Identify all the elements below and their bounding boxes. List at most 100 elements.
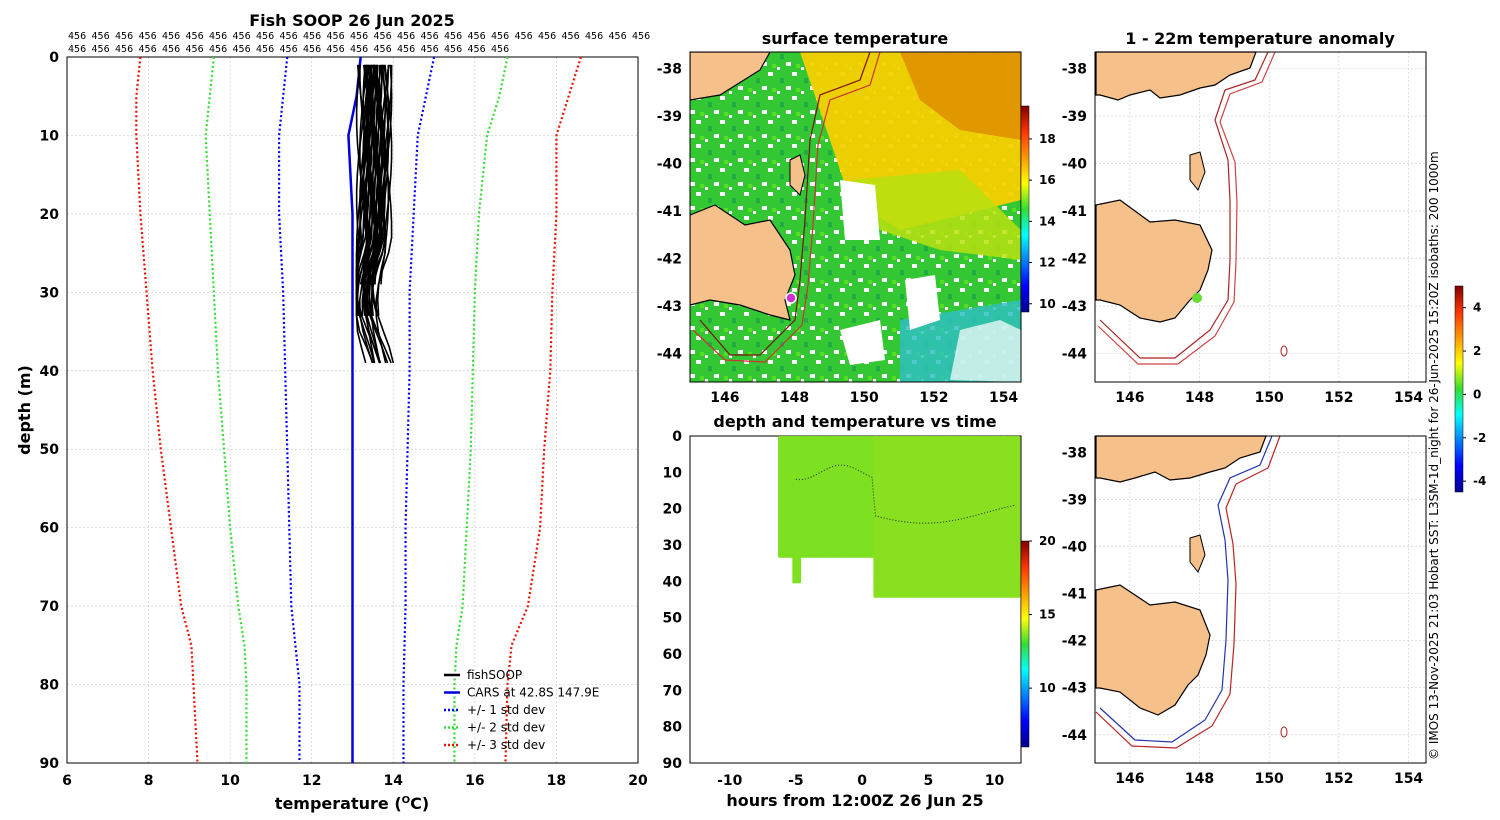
y-tick-label: 0 — [49, 50, 59, 66]
anomaly-colorbar — [1454, 285, 1464, 493]
lat-tick-label: -40 — [1062, 157, 1088, 173]
fishsoop-profile — [356, 64, 373, 285]
legend-label: fishSOOP — [467, 668, 522, 682]
time-x-tick-label: 5 — [923, 773, 933, 789]
y-tick-label: 50 — [40, 442, 60, 458]
lon-tick-label: 152 — [1324, 390, 1353, 406]
colorbar-tick-label: 16 — [1039, 173, 1056, 187]
lon-tick-label: 146 — [710, 390, 739, 406]
x-tick-label: 20 — [628, 773, 648, 789]
lower-map-frame — [1094, 435, 1427, 764]
profile-series — [135, 56, 582, 764]
count-label: 456 — [303, 31, 321, 42]
tasmania-land — [1095, 199, 1213, 323]
count-label: 456 — [468, 44, 486, 55]
x-tick-label: 8 — [144, 773, 154, 789]
profile-legend: fishSOOP CARS at 42.8S 147.9E +/- 1 std de… — [444, 668, 599, 752]
lon-tick-label: 154 — [989, 390, 1018, 406]
x-tick-label: 12 — [302, 773, 321, 789]
lon-tick-label: 150 — [1255, 771, 1284, 787]
colorbar-tick-label: 12 — [1039, 256, 1056, 270]
count-label: 456 — [562, 31, 580, 42]
sst-map-panel: surface temperature 146 148 150 152 154 -38 -3… — [657, 29, 1056, 406]
lat-tick-label: -41 — [1062, 204, 1087, 220]
legend-label: CARS at 42.8S 147.9E — [467, 686, 599, 700]
count-label: 456 — [68, 44, 86, 55]
profile-panel: Fish SOOP 26 Jun 2025 456 456 456 456 456 456… — [15, 11, 650, 813]
mainland-land — [1095, 51, 1257, 101]
count-label: 456 — [397, 44, 415, 55]
fishsoop-profile — [364, 64, 379, 285]
tasmania-land-lower — [1095, 584, 1211, 716]
y-tick-label: 90 — [40, 756, 60, 772]
series--2-std-dev-upper- — [453, 56, 509, 763]
anomaly-marker — [1192, 293, 1202, 303]
lat-tick-label: -44 — [657, 347, 683, 363]
lower-map-ticks: 146 148 150 152 154 -38 -39 -40 -41 -42 -43 -44 — [1062, 445, 1424, 787]
fishsoop-profile — [365, 64, 379, 364]
profile-ylabel: depth (m) — [15, 365, 34, 455]
anomaly-map-title: 1 - 22m temperature anomaly — [1125, 29, 1395, 48]
count-label: 456 — [444, 31, 462, 42]
count-label: 456 — [350, 31, 368, 42]
lat-tick-label: -39 — [1062, 493, 1087, 509]
y-tick-label: 30 — [40, 285, 60, 301]
isobath-red — [1095, 435, 1281, 749]
lat-tick-label: -44 — [1062, 347, 1088, 363]
series--1-std-dev-lower- — [277, 56, 301, 763]
count-label: 456 — [374, 31, 392, 42]
y-tick-label: 60 — [40, 521, 60, 537]
count-label: 456 — [609, 31, 627, 42]
count-label: 456 — [115, 31, 133, 42]
count-label: 456 — [256, 31, 274, 42]
count-label: 456 — [538, 31, 556, 42]
count-label: 456 — [421, 31, 439, 42]
lat-tick-label: -38 — [1062, 445, 1087, 461]
count-label: 456 — [632, 31, 650, 42]
lat-tick-label: -43 — [1062, 299, 1087, 315]
count-label: 456 — [209, 44, 227, 55]
time-plot-ticks: -10 -5 0 5 10 0 10 20 30 40 50 60 70 80 90 — [663, 429, 1005, 789]
ship-location-marker — [785, 292, 797, 304]
lat-tick-label: -40 — [1062, 540, 1088, 556]
lon-tick-label: 146 — [1115, 390, 1144, 406]
colorbar-tick-label: 15 — [1039, 608, 1056, 622]
series--1-std-dev-upper- — [402, 56, 436, 763]
time-y-tick-label: 10 — [663, 465, 683, 481]
time-y-tick-label: 70 — [663, 683, 683, 699]
x-tick-label: 18 — [547, 773, 566, 789]
count-label: 456 — [468, 31, 486, 42]
count-label: 456 — [491, 31, 509, 42]
time-plot-xlabel: hours from 12:00Z 26 Jun 25 — [726, 791, 983, 810]
count-label: 456 — [280, 31, 298, 42]
count-label: 456 — [327, 44, 345, 55]
count-label: 456 — [256, 44, 274, 55]
count-label: 456 — [92, 31, 110, 42]
time-y-tick-label: 60 — [663, 647, 683, 663]
colorbar-tick-label: 14 — [1039, 214, 1056, 228]
count-label: 456 — [162, 44, 180, 55]
anomaly-map-frame — [1094, 51, 1427, 383]
time-panel: depth and temperature vs time -10 -5 0 5 10 0… — [663, 412, 1056, 810]
lat-tick-label: -39 — [657, 109, 682, 125]
count-label: 456 — [397, 31, 415, 42]
count-label: 456 — [162, 31, 180, 42]
anomaly-map-ticks: 146 148 150 152 154 -38 -39 -40 -41 -42 -43 -44 — [1062, 62, 1424, 406]
count-label: 456 — [444, 44, 462, 55]
anomaly-map-panel: 1 - 22m temperature anomaly 146 148 150 152… — [1062, 29, 1486, 493]
lat-tick-label: -42 — [1062, 634, 1087, 650]
count-label: 456 — [303, 44, 321, 55]
profile-xlabel: temperature (OC) — [275, 794, 429, 813]
x-tick-label: 16 — [465, 773, 484, 789]
lon-tick-label: 150 — [1255, 390, 1284, 406]
fishsoop-profile — [355, 64, 382, 364]
y-tick-label: 20 — [40, 207, 60, 223]
lower-map-grid — [1095, 436, 1426, 763]
count-label: 456 — [350, 44, 368, 55]
lon-tick-label: 152 — [1324, 771, 1353, 787]
colorbar-tick-label: 10 — [1039, 681, 1056, 695]
lon-tick-label: 148 — [780, 390, 809, 406]
series-cars-at-42-8s-147-9e — [347, 56, 362, 763]
count-label: 456 — [233, 44, 251, 55]
sst-map-ticks: 146 148 150 152 154 -38 -39 -40 -41 -42 -43 -44 — [657, 62, 1019, 406]
